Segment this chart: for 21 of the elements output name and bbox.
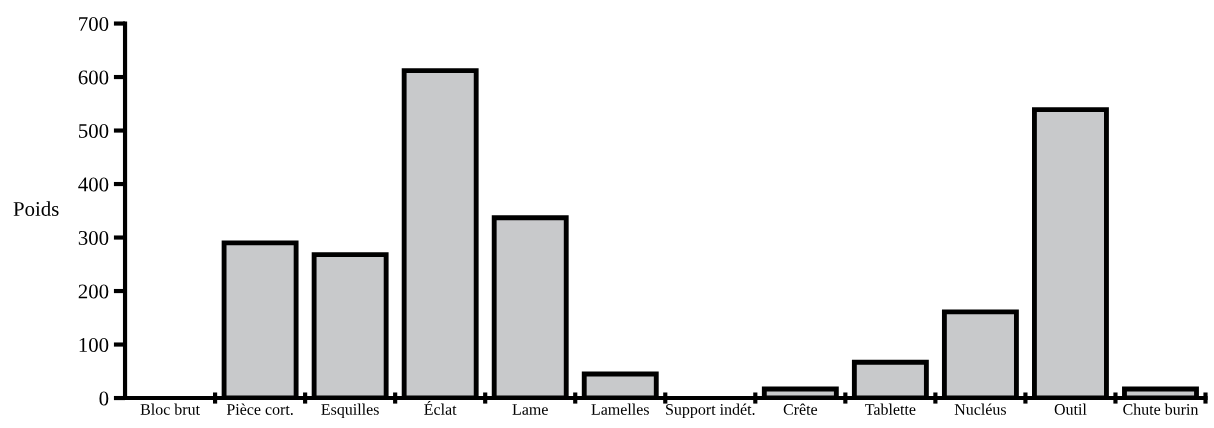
x-tick-label: Support indét.: [666, 403, 755, 419]
x-tick-label: Bloc brut: [140, 403, 200, 415]
y-tick-label: 600: [78, 70, 109, 85]
y-tick-label: 400: [78, 177, 109, 192]
y-tick-label: 0: [99, 391, 109, 406]
x-tick-label: Nucléus: [954, 403, 1006, 415]
y-tick-label: 700: [79, 16, 109, 31]
x-tick-label: Esquilles: [321, 403, 379, 419]
x-tick-label: Pièce cort.: [226, 403, 293, 415]
x-tick-label: Outil: [1054, 403, 1087, 415]
y-tick-label: 500: [79, 123, 109, 138]
y-axis-title: Poids: [13, 201, 59, 216]
y-tick-label: 300: [78, 230, 109, 245]
x-tick-label: Lamelles: [591, 403, 649, 415]
x-tick-label: Chute burin: [1123, 403, 1199, 415]
x-tick-label: Crête: [783, 403, 818, 415]
y-tick-label: 100: [79, 337, 109, 352]
y-tick-label: 200: [78, 284, 109, 299]
x-tick-label: Éclat: [424, 401, 457, 415]
x-tick-label: Tablette: [865, 403, 916, 415]
x-tick-label: Lame: [512, 404, 548, 415]
